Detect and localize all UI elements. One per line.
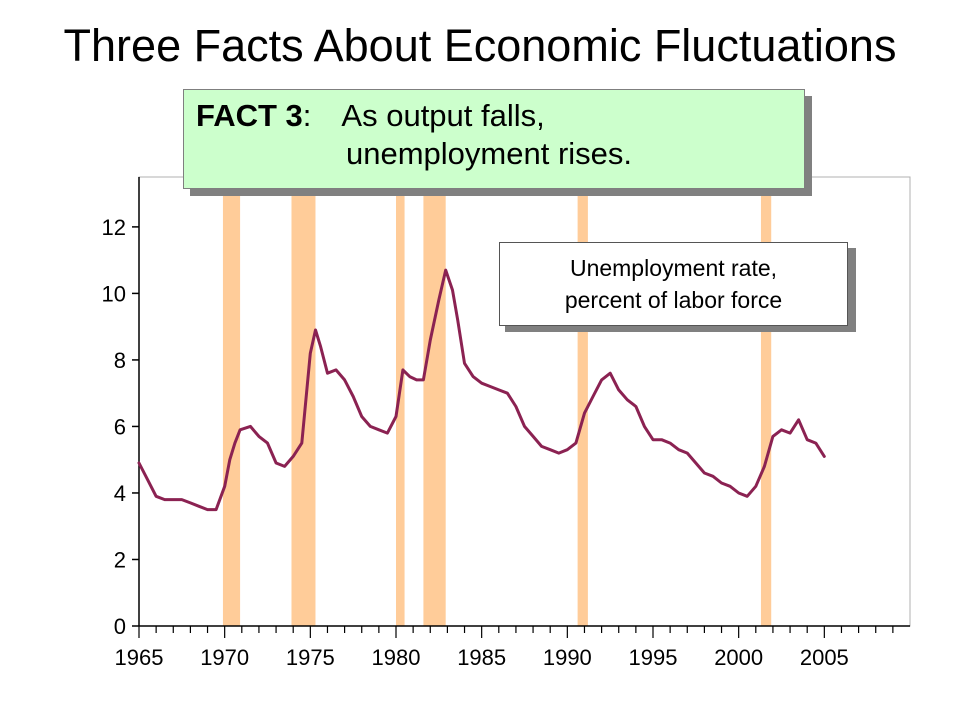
series-lines <box>137 268 826 512</box>
fact-line-1: FACT 3: As output falls, <box>196 98 545 134</box>
fact-colon: : <box>302 98 312 133</box>
fact-label: FACT 3 <box>196 98 303 133</box>
series-legend: Unemployment rate, percent of labor forc… <box>499 242 848 326</box>
y-tick-label-0: 0 <box>114 614 126 639</box>
recession-band-1 <box>222 177 241 626</box>
legend-line-2: percent of labor force <box>564 287 783 313</box>
recession-band-6 <box>760 177 772 626</box>
recession-band-3 <box>396 177 405 626</box>
x-tick-label-2000: 2000 <box>714 645 763 670</box>
y-tick-label-4: 4 <box>114 481 126 506</box>
axes: 0 2 4 6 8 10 12 1965 1970 1975 1980 1985 1990 1995 200… <box>102 177 910 670</box>
y-tick-label-6: 6 <box>114 414 126 439</box>
recession-band-4 <box>423 177 446 626</box>
page-title: Three Facts About Economic Fluctuations <box>63 20 897 71</box>
x-tick-label-1980: 1980 <box>372 645 421 670</box>
fact-text-1: As output falls, <box>341 98 545 133</box>
x-tick-label-1965: 1965 <box>115 645 164 670</box>
recession-band-5 <box>577 177 588 626</box>
x-tick-label-1985: 1985 <box>457 645 506 670</box>
recession-band-2 <box>291 177 316 626</box>
recession-bands <box>222 177 772 626</box>
y-tick-label-12: 12 <box>102 215 126 240</box>
y-tick-label-10: 10 <box>102 281 126 306</box>
legend-line-1: Unemployment rate, <box>569 255 778 281</box>
series-line-unemployment <box>137 268 826 512</box>
x-tick-label-2005: 2005 <box>800 645 849 670</box>
x-tick-label-1975: 1975 <box>286 645 335 670</box>
y-tick-label-8: 8 <box>114 348 126 373</box>
fact-callout: FACT 3: As output falls, unemployment ris… <box>183 89 805 189</box>
x-tick-label-1990: 1990 <box>543 645 592 670</box>
x-tick-label-1970: 1970 <box>200 645 249 670</box>
y-tick-label-2: 2 <box>114 547 126 572</box>
fact-text-2: unemployment rises. <box>346 136 633 171</box>
x-tick-label-1995: 1995 <box>629 645 678 670</box>
